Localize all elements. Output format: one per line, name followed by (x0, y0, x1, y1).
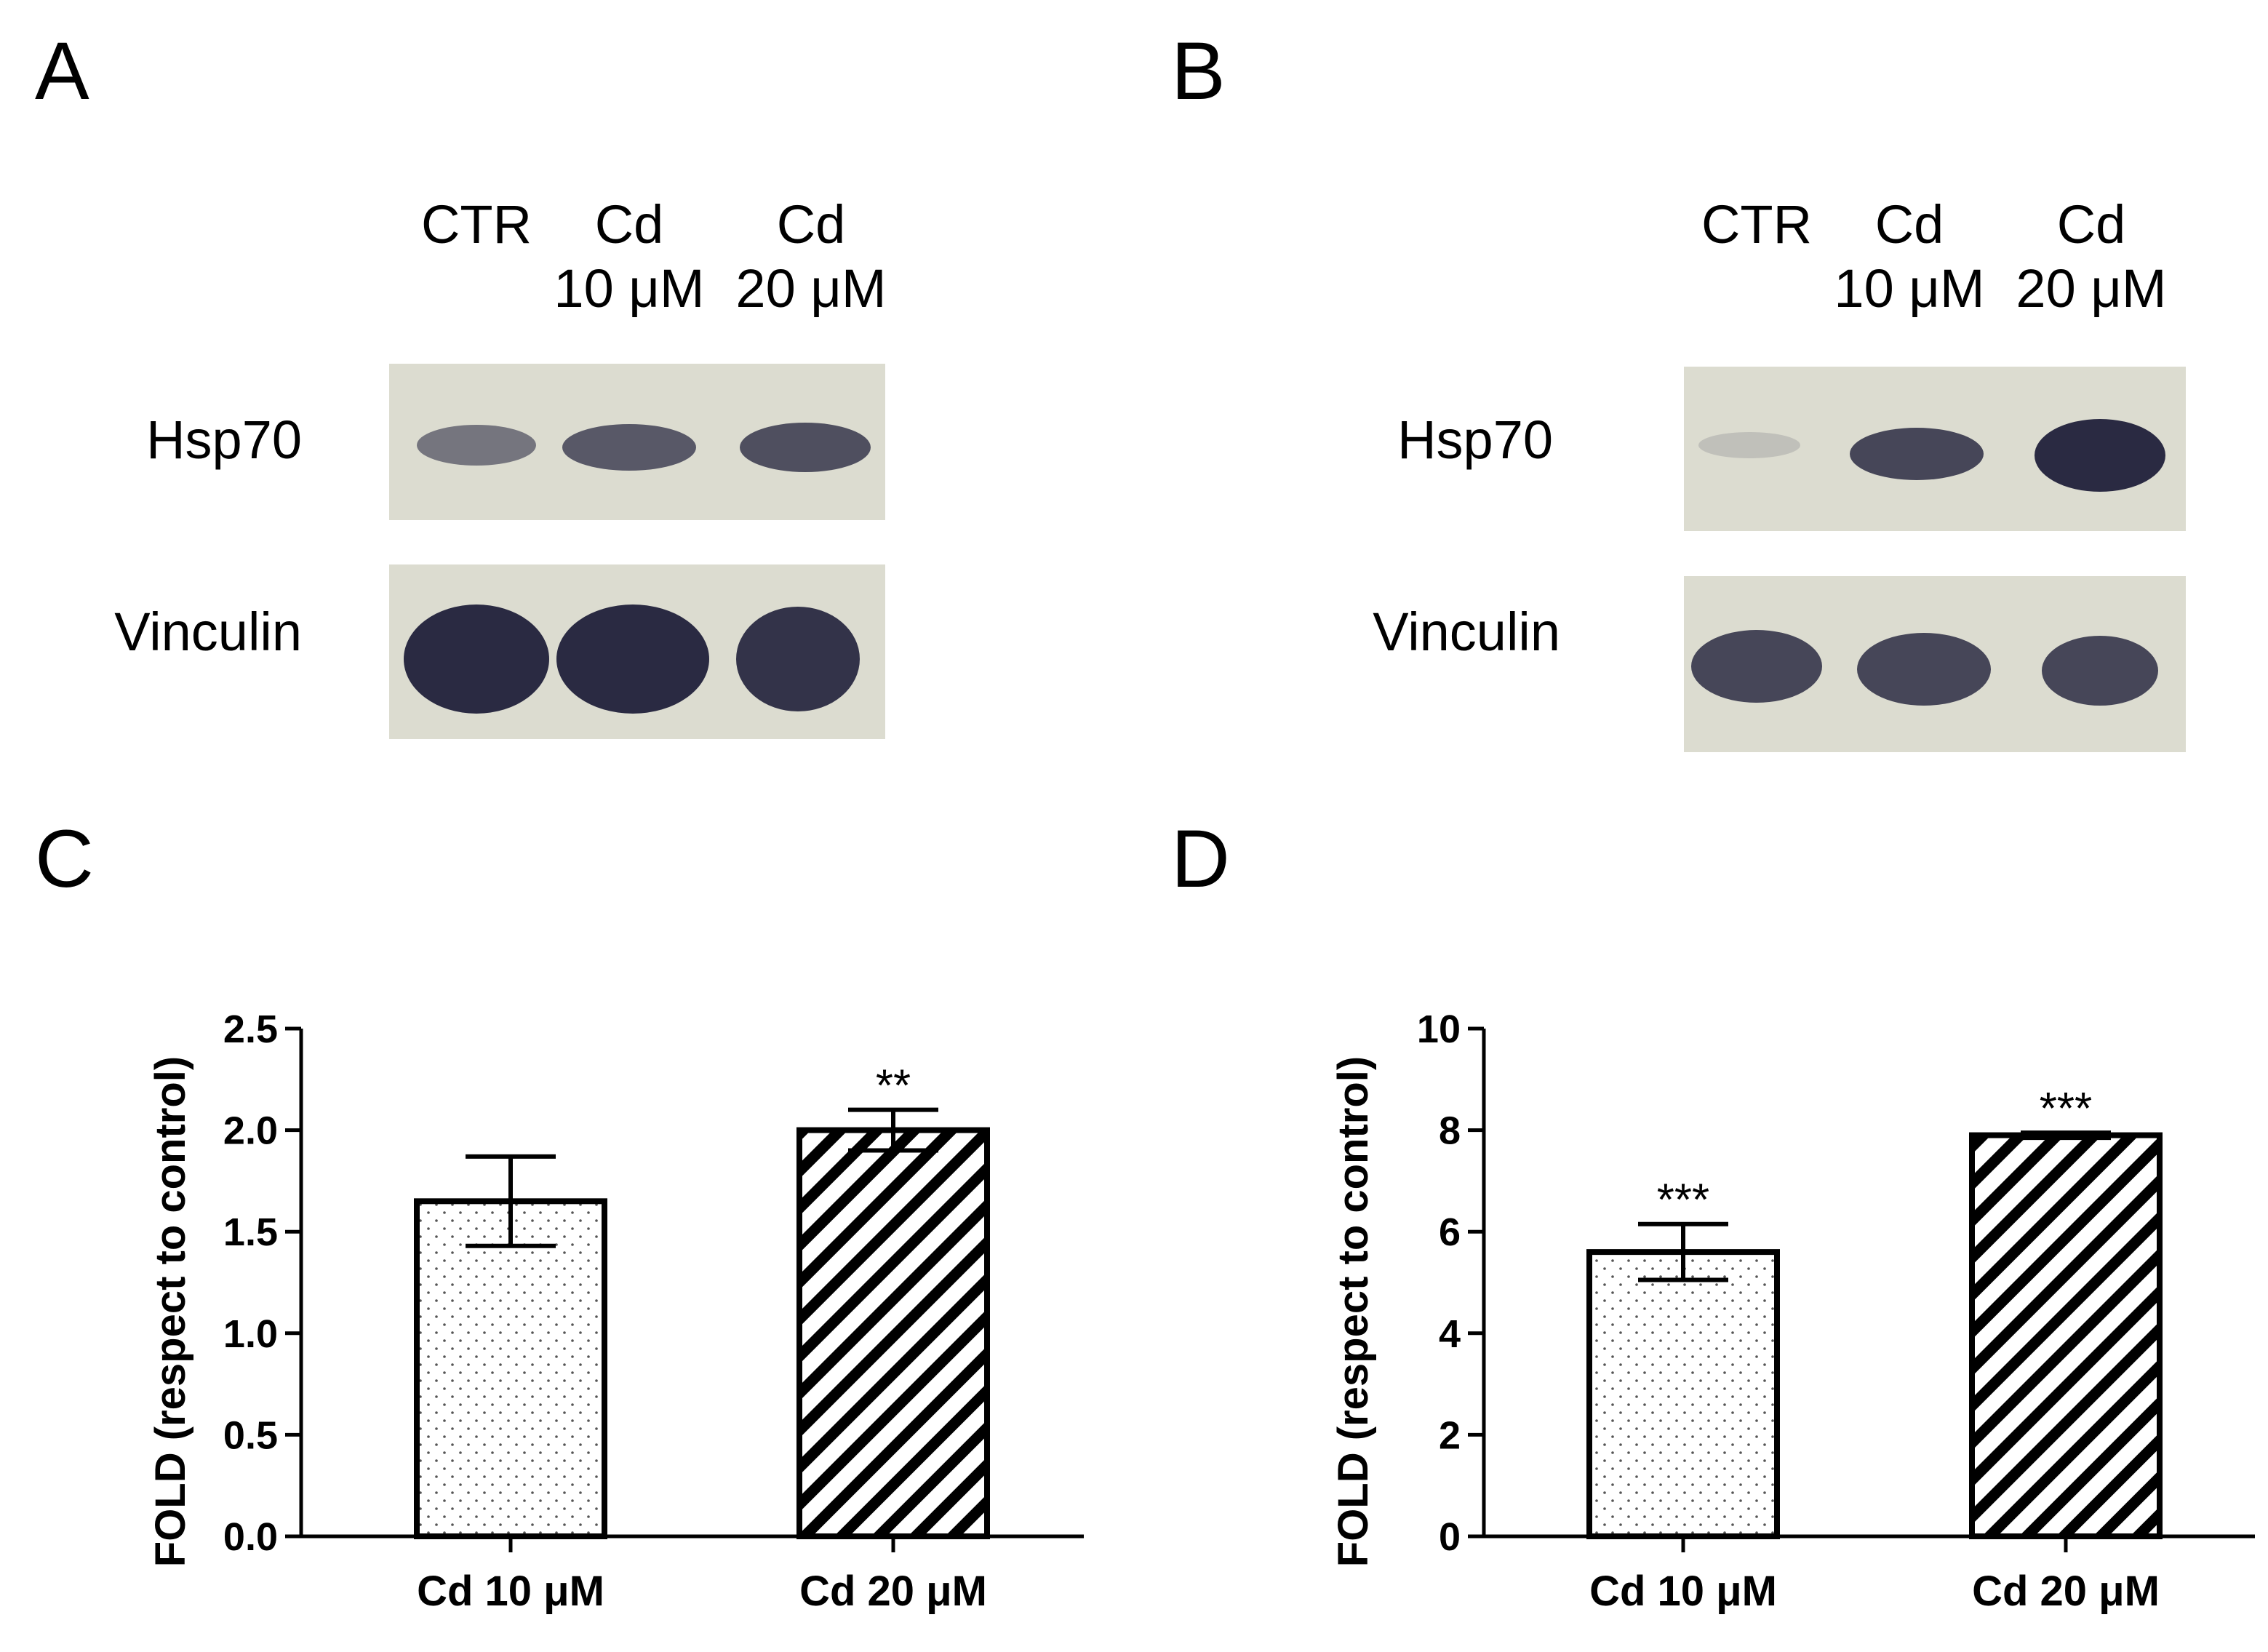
bar (414, 1198, 607, 1539)
y-tick-label: 1.0 (223, 1312, 278, 1356)
band-cd10 (556, 604, 709, 714)
category-label: Cd 20 μM (1972, 1568, 2160, 1615)
panel-letter-b: B (1171, 25, 1226, 116)
chart-c-plot: 0.0 0.5 1.0 1.5 2.0 2.5 ** Cd 10 μM Cd 20 μM F… (147, 1007, 1084, 1615)
row-b-vinculin-label: Vinculin (1373, 602, 1560, 662)
category-label: Cd 10 μM (1589, 1568, 1777, 1615)
y-tick-label: 0 (1439, 1515, 1461, 1559)
y-tick-label: 2 (1439, 1413, 1461, 1457)
y-tick-label: 0.5 (223, 1413, 278, 1457)
band-cd10 (1857, 633, 1991, 706)
bar (796, 1127, 990, 1539)
panel-letter-a: A (35, 25, 89, 116)
category-label: Cd 20 μM (799, 1568, 987, 1615)
lane-a-cd10: Cd 10 μM (554, 194, 705, 319)
lane-a-ctr: CTR (420, 194, 532, 255)
y-tick-label: 10 (1417, 1007, 1461, 1051)
y-tick-label: 1.5 (223, 1210, 278, 1254)
band-cd20 (740, 423, 871, 472)
blot-a-hsp70 (389, 364, 885, 520)
lane-b-cd20: Cd 20 μM (2016, 194, 2167, 319)
band-ctr (404, 604, 549, 714)
lane-b-cd10: Cd 10 μM (1834, 194, 1985, 319)
blot-a-hsp70-svg (389, 364, 885, 520)
band-cd20 (2035, 419, 2165, 492)
y-tick-label: 2.5 (223, 1007, 278, 1051)
lane-b-ctr: CTR (1701, 194, 1813, 255)
y-tick-label: 6 (1439, 1210, 1461, 1254)
blot-b-hsp70 (1684, 367, 2186, 531)
panel-letter-c: C (35, 813, 94, 904)
band-ctr (1691, 630, 1822, 703)
significance-label: ** (876, 1061, 911, 1112)
y-tick-label: 0.0 (223, 1515, 278, 1559)
significance-label: *** (2040, 1084, 2092, 1134)
blot-b-vinculin (1684, 576, 2186, 752)
y-axis-label: FOLD (respect to control) (1330, 1056, 1377, 1567)
blot-b-hsp70-svg (1684, 367, 2186, 531)
significance-label: *** (1657, 1176, 1709, 1226)
blot-a-vinculin (389, 564, 885, 739)
row-b-hsp70-label: Hsp70 (1397, 410, 1553, 470)
y-tick-label: 2.0 (223, 1109, 278, 1153)
lane-a-cd20: Cd 20 μM (735, 194, 887, 319)
band-ctr (1698, 432, 1800, 458)
bar (1969, 1132, 2163, 1539)
y-tick-label: 4 (1439, 1312, 1461, 1356)
row-a-vinculin-label: Vinculin (114, 602, 302, 662)
blot-a-vinculin-svg (389, 564, 885, 739)
band-cd10 (562, 424, 696, 471)
band-cd10 (1850, 428, 1984, 480)
bar (1586, 1249, 1780, 1539)
band-cd20 (2042, 636, 2158, 706)
panel-letter-d: D (1171, 813, 1230, 904)
chart-d-plot: 0 2 4 6 8 10 *** *** Cd 10 μM Cd 20 μM FOLD (re… (1330, 1007, 2255, 1615)
blot-b-vinculin-svg (1684, 576, 2186, 752)
band-cd20 (736, 607, 860, 711)
band-ctr (417, 425, 536, 466)
y-tick-label: 8 (1439, 1109, 1461, 1153)
row-a-hsp70-label: Hsp70 (146, 410, 302, 470)
category-label: Cd 10 μM (417, 1568, 604, 1615)
y-axis-label: FOLD (respect to control) (147, 1056, 194, 1567)
